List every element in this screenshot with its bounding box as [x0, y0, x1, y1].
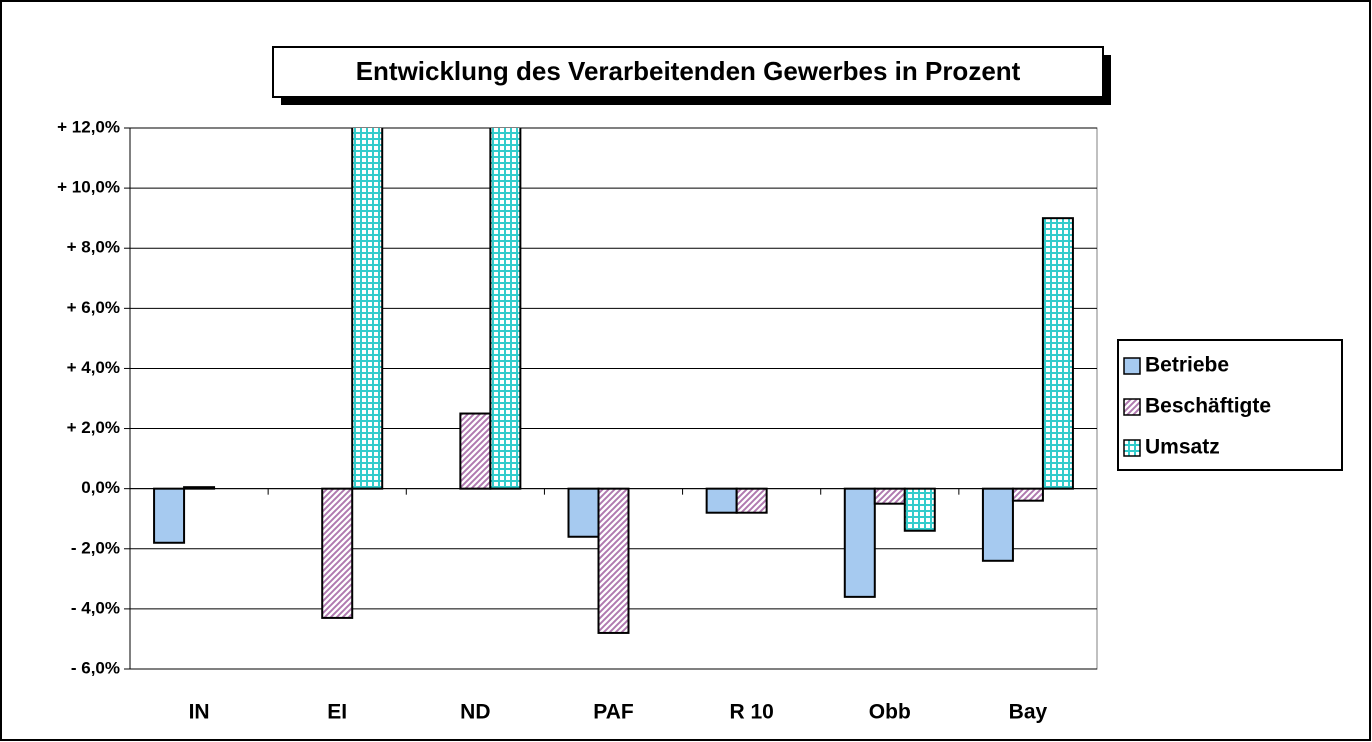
x-tick-label: IN	[189, 701, 210, 724]
bar	[597, 487, 630, 634]
bar	[351, 128, 384, 490]
bar	[735, 487, 768, 514]
y-tick-label: + 4,0%	[67, 358, 120, 377]
legend-label: Umsatz	[1145, 436, 1220, 459]
bar	[1041, 217, 1074, 490]
x-tick-label: Bay	[1009, 701, 1048, 724]
bar	[459, 412, 492, 490]
title-box	[272, 46, 1104, 98]
bar	[1011, 487, 1044, 502]
bar	[705, 487, 738, 514]
y-tick-label: + 10,0%	[57, 178, 120, 197]
chart-title: Entwicklung des Verarbeitenden Gewerbes …	[356, 56, 1021, 86]
bar	[153, 487, 186, 544]
legend-label: Beschäftigte	[1145, 395, 1271, 418]
legend-swatch	[1123, 398, 1141, 416]
bar	[843, 487, 876, 598]
bar	[489, 128, 522, 490]
y-tick-label: + 8,0%	[67, 238, 120, 257]
bars	[153, 128, 1074, 634]
bar	[903, 487, 936, 532]
y-tick-label: 0,0%	[81, 478, 120, 497]
x-tick-label: Obb	[869, 701, 911, 724]
legend-swatch	[1123, 439, 1141, 457]
bar	[567, 487, 600, 538]
y-tick-label: + 2,0%	[67, 418, 120, 437]
x-tick-label: R 10	[729, 701, 773, 724]
y-tick-label: + 6,0%	[67, 298, 120, 317]
legend-label: Betriebe	[1145, 354, 1229, 377]
bar	[873, 487, 906, 505]
legend-swatch	[1123, 357, 1141, 375]
bar	[981, 487, 1014, 562]
y-tick-label: + 12,0%	[57, 117, 120, 136]
x-tick-label: EI	[327, 701, 347, 724]
y-tick-label: - 2,0%	[71, 538, 120, 557]
y-tick-label: - 4,0%	[71, 598, 120, 617]
bar	[321, 487, 354, 619]
x-tick-label: ND	[460, 701, 490, 724]
x-tick-label: PAF	[593, 701, 634, 724]
legend-box	[1117, 339, 1343, 471]
y-tick-label: - 6,0%	[71, 658, 120, 677]
